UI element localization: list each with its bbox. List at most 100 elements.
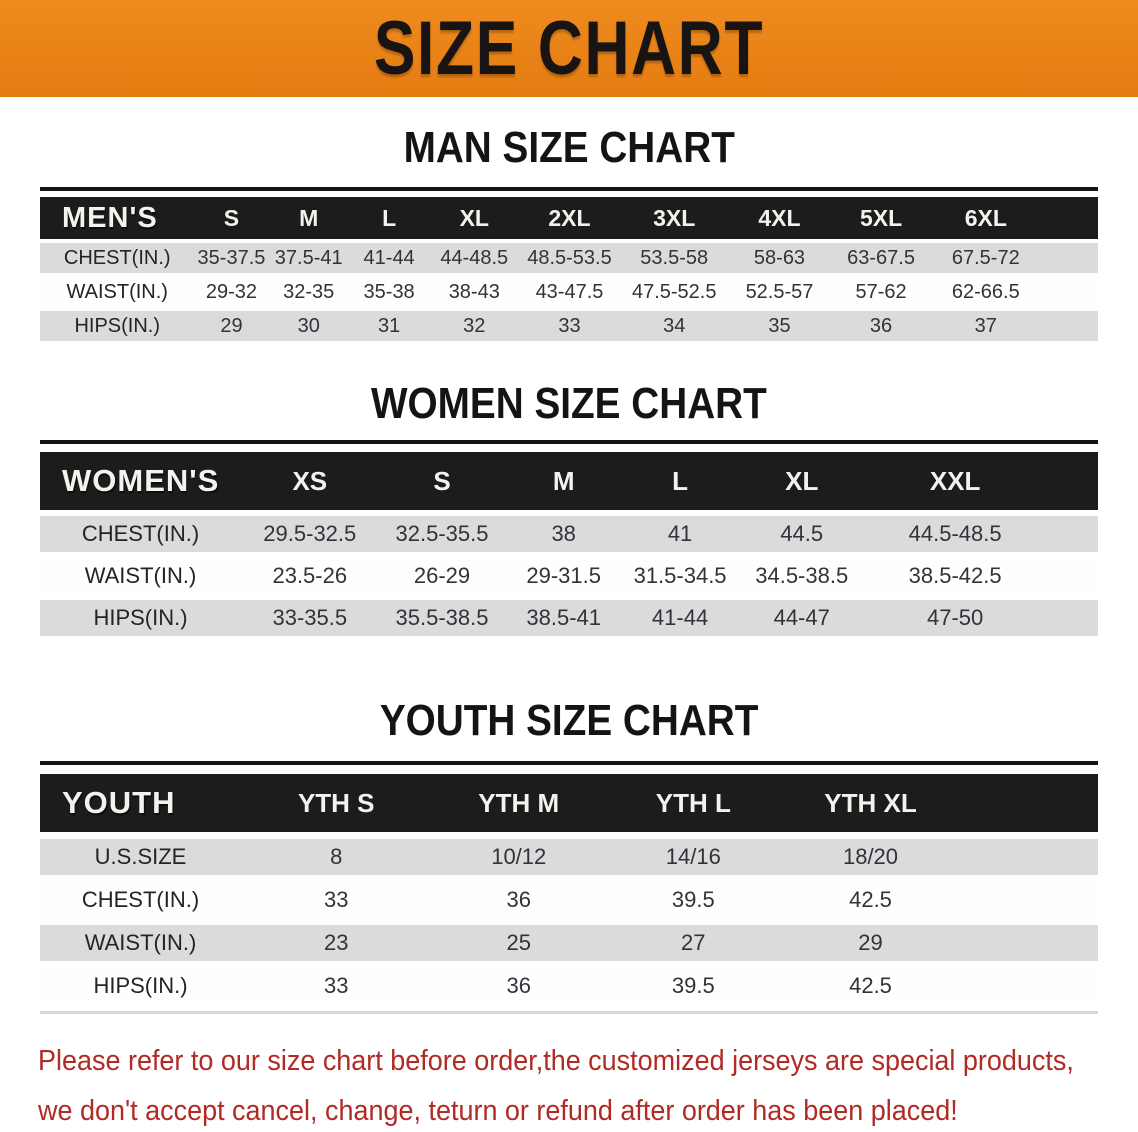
size-value: 25 bbox=[431, 925, 607, 961]
row-filler-cell bbox=[960, 882, 1098, 918]
measurement-label: WAIST(IN.) bbox=[40, 277, 195, 307]
size-value: 31 bbox=[348, 311, 430, 341]
size-value: 47.5-52.5 bbox=[619, 277, 729, 307]
row-filler-cell bbox=[1045, 516, 1098, 552]
size-value: 37.5-41 bbox=[268, 243, 349, 273]
size-column-header: YTH M bbox=[431, 774, 607, 832]
men-size-table-wrap: MEN'S S M L XL 2XL 3XL 4XL 5XL 6XL CHEST(IN.) 35-37… bbox=[40, 187, 1098, 345]
size-column-header: XS bbox=[241, 452, 379, 510]
policy-note-line1: Please refer to our size chart before or… bbox=[38, 1045, 1074, 1077]
size-value: 42.5 bbox=[780, 882, 961, 918]
size-chart-banner: SIZE CHART bbox=[0, 0, 1138, 97]
table-header-row: MEN'S S M L XL 2XL 3XL 4XL 5XL 6XL bbox=[40, 197, 1098, 239]
size-column-header: 5XL bbox=[830, 197, 932, 239]
measurement-label: HIPS(IN.) bbox=[40, 968, 242, 1004]
size-value: 39.5 bbox=[606, 882, 781, 918]
measurement-row: CHEST(IN.) 35-37.5 37.5-41 41-44 44-48.5 48.5… bbox=[40, 243, 1098, 273]
size-value: 29.5-32.5 bbox=[241, 516, 379, 552]
size-value: 62-66.5 bbox=[931, 277, 1040, 307]
size-value: 44-48.5 bbox=[429, 243, 520, 273]
table-header-row: YOUTH YTH S YTH M YTH L YTH XL bbox=[40, 774, 1098, 832]
size-value: 37 bbox=[931, 311, 1040, 341]
size-value: 41-44 bbox=[348, 243, 430, 273]
size-column-header: YTH XL bbox=[780, 774, 961, 832]
measurement-row: WAIST(IN.) 23 25 27 29 bbox=[40, 925, 1098, 961]
size-value: 33 bbox=[519, 311, 620, 341]
size-value: 14/16 bbox=[606, 839, 781, 875]
size-column-header: L bbox=[621, 452, 739, 510]
men-size-table: MEN'S S M L XL 2XL 3XL 4XL 5XL 6XL CHEST(IN.) 35-37… bbox=[40, 193, 1098, 345]
measurement-row: HIPS(IN.) 29 30 31 32 33 34 35 36 37 bbox=[40, 311, 1098, 341]
size-value: 29-31.5 bbox=[505, 558, 622, 594]
row-filler-cell bbox=[1039, 277, 1098, 307]
size-value: 31.5-34.5 bbox=[621, 558, 739, 594]
size-value: 38.5-42.5 bbox=[865, 558, 1046, 594]
order-policy-note: Please refer to our size chart before or… bbox=[38, 1036, 1138, 1132]
youth-chart-heading-text: YOUTH SIZE CHART bbox=[379, 696, 759, 745]
youth-chart-heading: YOUTH SIZE CHART bbox=[0, 696, 1138, 746]
size-value: 34.5-38.5 bbox=[738, 558, 866, 594]
size-value: 33 bbox=[241, 882, 432, 918]
row-filler-cell bbox=[1045, 558, 1098, 594]
row-filler-cell bbox=[1045, 600, 1098, 636]
size-column-header: XL bbox=[429, 197, 520, 239]
measurement-row: CHEST(IN.) 33 36 39.5 42.5 bbox=[40, 882, 1098, 918]
size-value: 8 bbox=[241, 839, 432, 875]
table-title-cell: WOMEN'S bbox=[40, 452, 242, 510]
size-value: 41-44 bbox=[621, 600, 739, 636]
size-value: 34 bbox=[619, 311, 729, 341]
size-value: 67.5-72 bbox=[931, 243, 1040, 273]
measurement-row: WAIST(IN.) 23.5-26 26-29 29-31.5 31.5-34.5 34… bbox=[40, 558, 1098, 594]
size-value: 26-29 bbox=[378, 558, 506, 594]
size-value: 39.5 bbox=[606, 968, 781, 1004]
row-filler-cell bbox=[1039, 311, 1098, 341]
size-value: 57-62 bbox=[830, 277, 932, 307]
size-value: 32 bbox=[429, 311, 520, 341]
size-value: 44.5 bbox=[738, 516, 866, 552]
size-value: 10/12 bbox=[431, 839, 607, 875]
size-value: 36 bbox=[431, 968, 607, 1004]
row-filler-cell bbox=[960, 839, 1098, 875]
measurement-row: U.S.SIZE 8 10/12 14/16 18/20 bbox=[40, 839, 1098, 875]
size-value: 30 bbox=[268, 311, 349, 341]
measurement-row: WAIST(IN.) 29-32 32-35 35-38 38-43 43-47.5 47.… bbox=[40, 277, 1098, 307]
table-title-cell: YOUTH bbox=[40, 774, 242, 832]
women-size-table: WOMEN'S XS S M L XL XXL CHEST(IN.) 29.5-32.5 32.5… bbox=[40, 446, 1098, 642]
size-column-header: XL bbox=[738, 452, 866, 510]
measurement-label: WAIST(IN.) bbox=[40, 925, 242, 961]
size-column-header: M bbox=[268, 197, 349, 239]
measurement-row: HIPS(IN.) 33 36 39.5 42.5 bbox=[40, 968, 1098, 1004]
size-value: 48.5-53.5 bbox=[519, 243, 620, 273]
row-filler-cell bbox=[960, 925, 1098, 961]
size-column-header: YTH S bbox=[241, 774, 432, 832]
size-value: 63-67.5 bbox=[830, 243, 932, 273]
youth-size-section: YOUTH SIZE CHART YOUTH YTH S YTH M YTH L YTH… bbox=[0, 696, 1138, 1014]
measurement-label: CHEST(IN.) bbox=[40, 516, 242, 552]
men-size-section: MAN SIZE CHART MEN'S S M L XL 2XL 3XL 4XL 5XL 6XL… bbox=[0, 123, 1138, 345]
table-header-row: WOMEN'S XS S M L XL XXL bbox=[40, 452, 1098, 510]
size-column-header: 3XL bbox=[619, 197, 729, 239]
row-filler-cell bbox=[960, 968, 1098, 1004]
women-size-table-wrap: WOMEN'S XS S M L XL XXL CHEST(IN.) 29.5-32.5 32.5… bbox=[40, 440, 1098, 642]
header-filler-cell bbox=[1039, 197, 1098, 239]
size-value: 58-63 bbox=[728, 243, 831, 273]
header-filler-cell bbox=[960, 774, 1098, 832]
size-value: 35-38 bbox=[348, 277, 430, 307]
size-value: 29 bbox=[780, 925, 961, 961]
size-column-header: 2XL bbox=[519, 197, 620, 239]
row-filler-cell bbox=[1039, 243, 1098, 273]
men-chart-heading-text: MAN SIZE CHART bbox=[403, 123, 735, 172]
size-value: 23 bbox=[241, 925, 432, 961]
size-value: 33-35.5 bbox=[241, 600, 379, 636]
size-value: 52.5-57 bbox=[728, 277, 831, 307]
measurement-label: CHEST(IN.) bbox=[40, 243, 195, 273]
measurement-label: U.S.SIZE bbox=[40, 839, 242, 875]
women-size-section: WOMEN SIZE CHART WOMEN'S XS S M L XL XXL CHEST(… bbox=[0, 379, 1138, 642]
measurement-row: CHEST(IN.) 29.5-32.5 32.5-35.5 38 41 44.5 44.5… bbox=[40, 516, 1098, 552]
men-chart-heading: MAN SIZE CHART bbox=[0, 123, 1138, 173]
size-value: 35 bbox=[728, 311, 831, 341]
size-value: 32.5-35.5 bbox=[378, 516, 506, 552]
measurement-label: HIPS(IN.) bbox=[40, 311, 195, 341]
size-value: 36 bbox=[830, 311, 932, 341]
size-value: 36 bbox=[431, 882, 607, 918]
